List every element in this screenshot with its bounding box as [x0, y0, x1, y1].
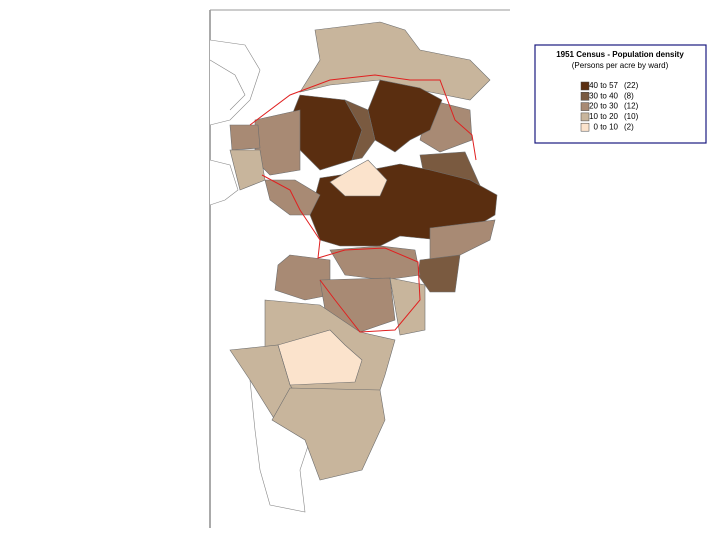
legend-box [534, 44, 707, 144]
ward [274, 254, 331, 301]
boundary [261, 174, 421, 333]
legend-swatch [580, 112, 590, 122]
legend-count: (10) [624, 112, 639, 121]
legend-range: 10 to 20 [589, 112, 618, 121]
ward [264, 179, 321, 216]
legend-range: 20 to 30 [589, 102, 618, 111]
legend-swatch [580, 102, 590, 111]
ward-outline [209, 159, 239, 206]
legend-swatch [580, 92, 590, 101]
legend-swatch [580, 122, 590, 132]
legend-count: (12) [624, 102, 639, 111]
ward [344, 99, 376, 161]
ward [389, 277, 426, 336]
legend-title: 1951 Census - Population density [556, 50, 684, 59]
legend-range: 30 to 40 [589, 91, 618, 100]
ward [271, 387, 386, 481]
legend-range: 0 to 10 [594, 122, 619, 131]
legend-count: (22) [624, 81, 639, 90]
legend: 1951 Census - Population density (Person… [534, 44, 707, 144]
ward [299, 21, 491, 101]
legend-range: 40 to 57 [589, 81, 618, 90]
legend-count: (8) [624, 91, 634, 100]
ward-outline [209, 59, 246, 111]
boundary [249, 74, 477, 161]
ward [329, 159, 388, 197]
legend-swatch [580, 81, 590, 91]
ward [229, 124, 261, 151]
legend-count: (2) [624, 122, 634, 131]
ward [329, 245, 421, 281]
map [209, 21, 498, 513]
legend-subtitle: (Persons per acre by ward) [572, 61, 669, 70]
